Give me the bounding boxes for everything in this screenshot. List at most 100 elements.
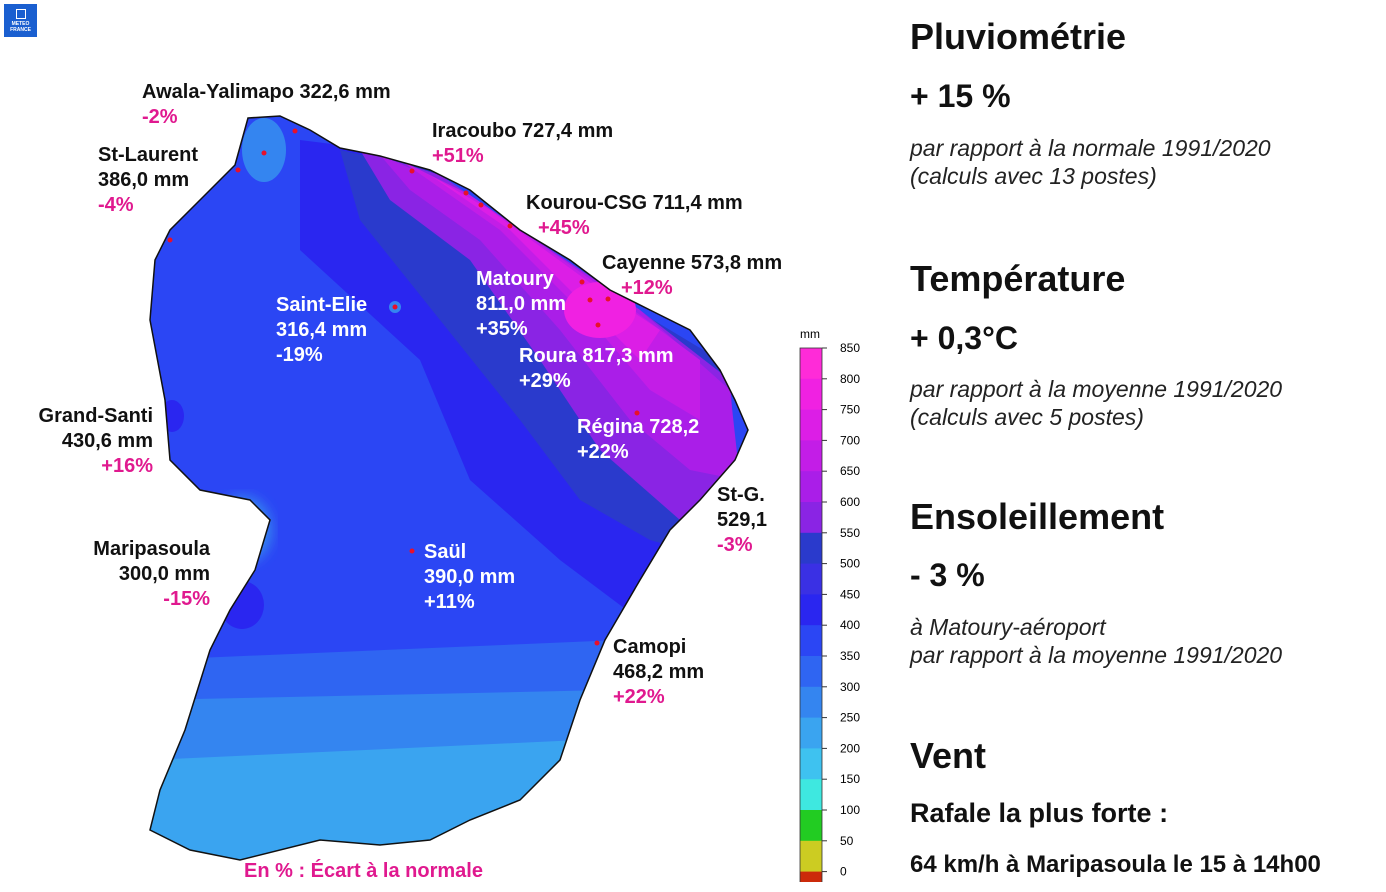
station-label-awala: Awala-Yalimapo 322,6 mm -2% [142,80,391,130]
legend-tick-label: 800 [840,372,860,386]
temp-value: + 0,3°C [910,320,1018,356]
legend-tick-label: 150 [840,772,860,786]
station-amount: 300,0 mm [118,563,210,585]
marker-roura [595,322,601,328]
marker-kourou [478,202,484,208]
station-label-regina: Régina 728,2 +22% [577,415,699,465]
legend-swatch [800,840,822,873]
station-pct: -15% [163,588,210,610]
rain-value: + 15 % [910,78,1011,114]
marker-grandsanti [167,237,173,243]
station-amount: 468,2 mm [613,661,705,683]
legend-tick-label: 450 [840,587,860,601]
legend-tick-label: 850 [840,341,860,355]
station-amount: 386,0 mm [98,169,190,191]
station-label-saintelie: Saint-Elie 316,4 mm -19% [276,293,367,368]
legend-tick-label: 0 [840,865,847,879]
station-pct: -19% [276,344,323,366]
marker-cayenne [579,279,585,285]
legend-swatch [800,348,822,380]
station-pct: -2% [142,106,178,128]
legend-tick-label: 50 [840,834,854,848]
marker-saul [409,548,415,554]
legend-swatch [800,502,822,534]
logo-mark-icon [15,9,26,19]
legend-tick-label: 550 [840,526,860,540]
marker-stlaurent [235,167,241,173]
marker-camopi [594,640,600,646]
rain-note-2: (calculs avec 13 postes) [910,163,1157,189]
station-pct: +35% [476,318,528,340]
legend-swatch [800,625,822,657]
wind-title: Vent [910,735,987,776]
station-amount: 316,4 mm [276,319,368,341]
legend-swatch [800,779,822,811]
station-name: St-Laurent [98,144,198,166]
legend-tick-label: 500 [840,557,860,571]
station-label-roura: Roura 817,3 mm +29% [519,344,674,394]
legend-tick-label: 100 [840,803,860,817]
rain-section: Pluviométrie [910,16,1126,58]
legend-unit: mm [800,327,820,341]
legend-tick-label: 700 [840,433,860,447]
station-label-camopi: Camopi 468,2 mm +22% [613,635,704,710]
station-pct: -3% [717,534,753,556]
station-name: Saül [424,541,467,563]
station-label-maripasoula: Maripasoula 300,0 mm -15% [74,537,210,612]
logo-line2: FRANCE [10,27,31,33]
station-amount: 529,1 [717,509,768,531]
legend-tick-label: 350 [840,649,860,663]
station-label-cayenne: Cayenne 573,8 mm +12% [602,251,782,301]
station-amount: 430,6 mm [61,430,153,452]
legend-swatch [800,686,822,719]
legend-swatch [800,440,822,472]
legend-swatch [800,656,822,688]
legend-tick-label: 600 [840,495,860,509]
sun-title: Ensoleillement [910,496,1165,537]
marker-matoury-2 [605,296,611,302]
station-name: Saint-Elie [276,294,368,316]
legend-tick-label: 300 [840,680,860,694]
station-name: Camopi [613,636,687,658]
temp-note-1: par rapport à la moyenne 1991/2020 [910,376,1283,402]
legend-swatch [800,409,822,441]
marker-matoury [587,297,593,303]
temp-title: Température [910,258,1126,299]
station-name: Grand-Santi [38,405,153,427]
station-name: Kourou-CSG 711,4 mm [526,192,743,214]
sun-value: - 3 % [910,557,985,593]
station-label-stg: St-G. 529,1 -3% [717,483,767,558]
rain-title: Pluviométrie [910,16,1127,57]
marker-saintelie [392,304,398,310]
station-pct: +45% [538,217,590,239]
station-label-stlaurent: St-Laurent 386,0 mm -4% [98,143,198,218]
legend-tick-label: 650 [840,464,860,478]
meteo-france-logo: METEO FRANCE [4,4,37,37]
guiana-map [149,115,749,861]
marker-kourou-2 [507,223,513,229]
map-note: En % : Écart à la normale [244,860,483,882]
station-name: St-G. [717,484,765,506]
legend-tick-label: 200 [840,741,860,755]
marker-iracoubo-2 [463,190,469,196]
marker-iracoubo [409,168,415,174]
station-name: Matoury [476,268,554,290]
temp-note-2: (calculs avec 5 postes) [910,404,1144,430]
station-name: Roura 817,3 mm [519,345,674,367]
legend-swatch [800,748,822,780]
station-name: Iracoubo 727,4 mm [432,120,614,142]
legend-tick-label: 400 [840,618,860,632]
station-label-matoury: Matoury 811,0 mm +35% [476,267,566,342]
station-pct: +12% [621,277,673,299]
legend-swatch [800,532,822,565]
sun-note-2: par rapport à la moyenne 1991/2020 [910,642,1283,668]
station-name: Awala-Yalimapo 322,6 mm [142,81,391,103]
station-pct: +29% [519,370,571,392]
legend-swatch [800,563,822,595]
sun-notes: à Matoury-aéroport par rapport à la moye… [910,613,1282,669]
logo-line1: METEO [11,21,30,27]
rainfall-map: METEO FRANCE Awala-Yalimapo 322,6 mm -2%… [4,4,860,882]
station-markers [167,128,640,646]
temp-notes: par rapport à la moyenne 1991/2020 (calc… [910,375,1282,431]
sun-note-1: à Matoury-aéroport [910,614,1106,640]
